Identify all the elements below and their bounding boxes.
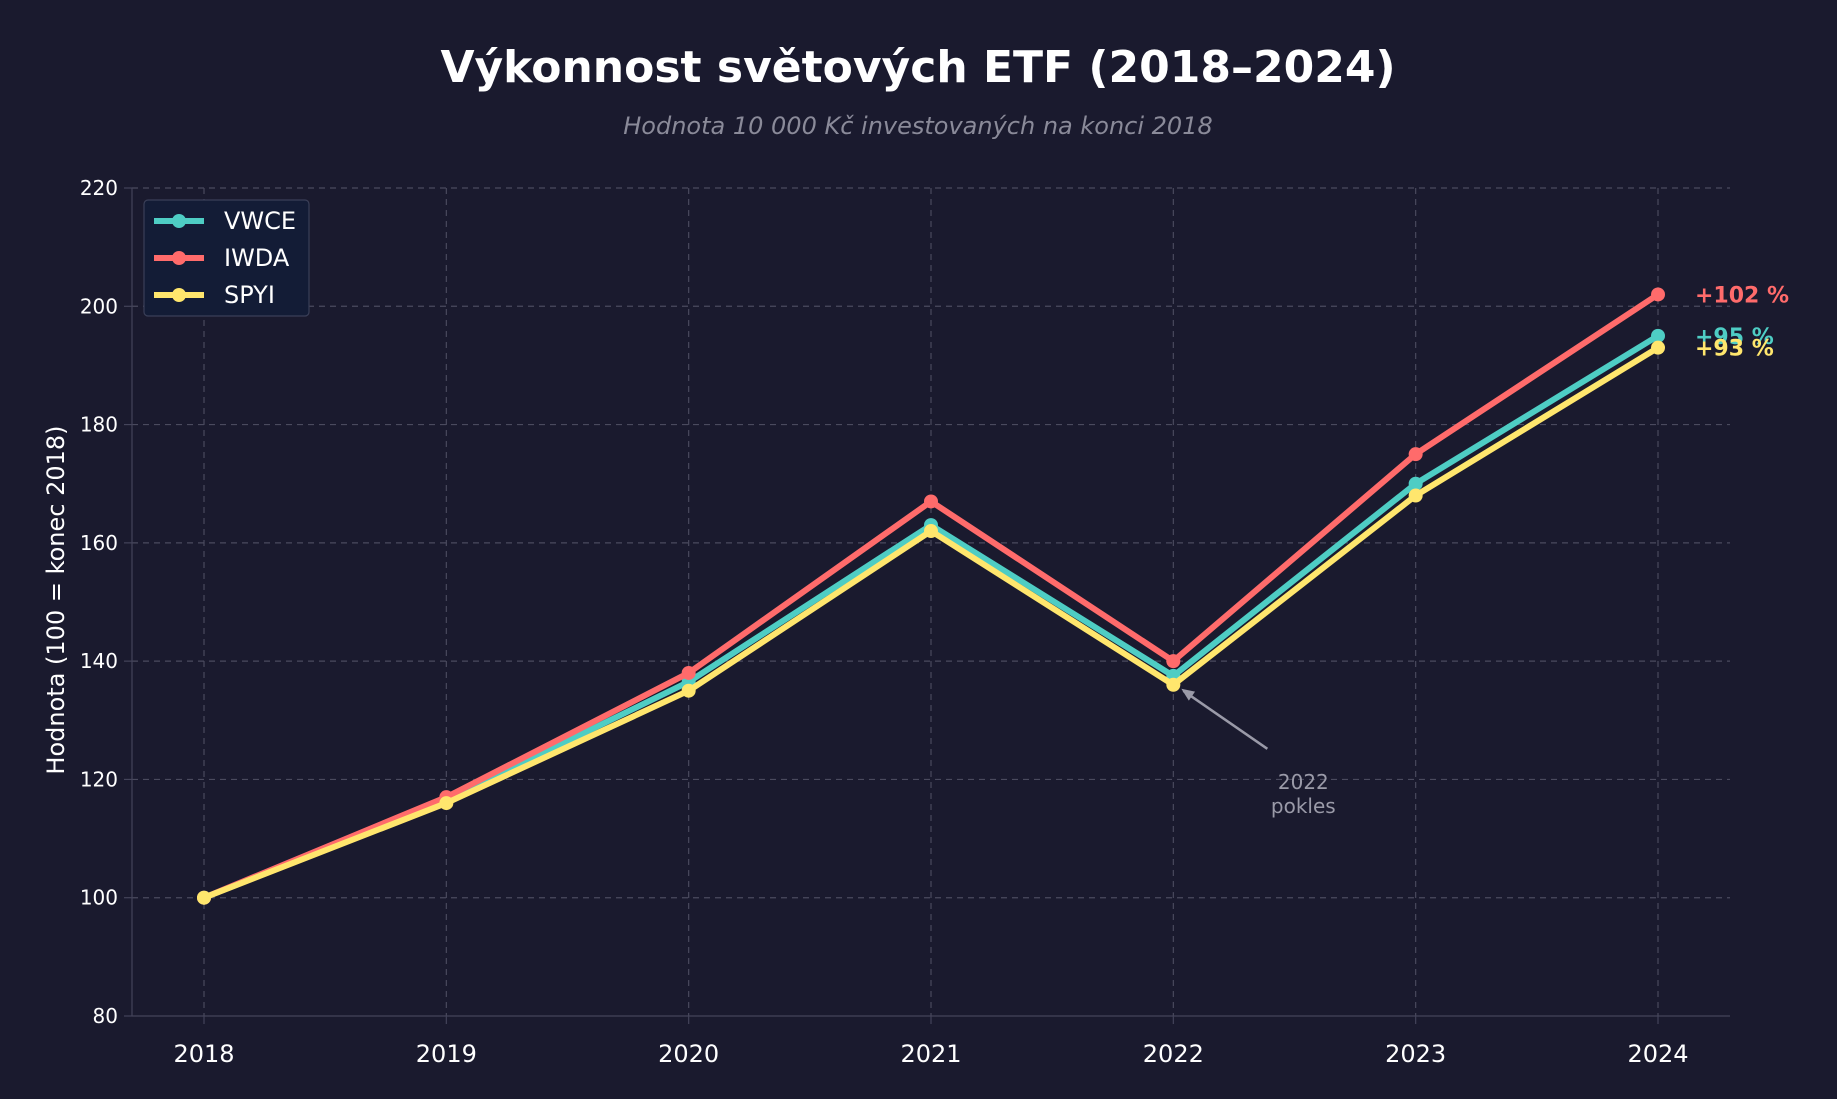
data-point-iwda [924, 494, 938, 509]
data-point-iwda [681, 665, 696, 680]
data-point-spyi [197, 890, 211, 905]
data-point-spyi [1166, 677, 1181, 692]
data-point-vwce [1651, 328, 1665, 343]
annotation-text-line1: 2022 [1278, 770, 1329, 794]
legend-label-iwda: IWDA [224, 244, 290, 272]
y-tick-label: 80 [93, 1004, 118, 1028]
y-tick-label: 180 [80, 413, 118, 437]
data-point-spyi [924, 524, 938, 539]
annotation-arrow-head [1181, 688, 1196, 701]
y-tick-label: 140 [80, 649, 118, 673]
grid-layer [132, 187, 1730, 1016]
data-point-spyi [439, 796, 454, 811]
legend-box [143, 199, 310, 317]
data-point-iwda [1408, 447, 1423, 462]
end-label-spyi: +93 % [1695, 337, 1774, 362]
data-point-spyi [681, 683, 696, 698]
legend-label-vwce: VWCE [224, 207, 296, 235]
data-point-spyi [1408, 488, 1423, 503]
y-tick-label: 220 [80, 176, 118, 200]
legend-marker-spyi [172, 288, 186, 302]
y-axis-label: Hodnota (100 = konec 2018) [42, 425, 70, 774]
y-tick-label: 200 [80, 294, 118, 318]
data-point-iwda [1166, 654, 1181, 669]
x-tick-label: 2022 [1143, 1040, 1204, 1068]
x-tick-label: 2019 [416, 1040, 477, 1068]
legend-label-spyi: SPYI [224, 281, 275, 309]
x-tick-label: 2023 [1385, 1040, 1446, 1068]
data-point-vwce [1408, 476, 1423, 491]
y-tick-label: 120 [80, 767, 118, 791]
x-tick-label: 2020 [658, 1040, 719, 1068]
annotation-arrow-line [1182, 689, 1269, 750]
legend-marker-iwda [172, 251, 186, 265]
legend-marker-vwce [172, 214, 186, 228]
data-point-spyi [1651, 340, 1665, 355]
end-label-iwda: +102 % [1695, 283, 1789, 308]
annotation-text-line2: pokles [1271, 794, 1336, 818]
chart-subtitle: Hodnota 10 000 Kč investovaných na konci… [623, 112, 1213, 140]
chart-title: Výkonnost světových ETF (2018–2024) [440, 42, 1395, 93]
series-layer [197, 287, 1665, 905]
x-tick-label: 2018 [173, 1040, 234, 1068]
axes-layer: 80 100 120 140 160 180 200 220 2018 2019 2020 2021 2… [80, 176, 1730, 1068]
x-tick-label: 2024 [1627, 1040, 1688, 1068]
y-tick-label: 100 [80, 886, 118, 910]
y-tick-label: 160 [80, 531, 118, 555]
end-label-vwce: +95 % [1695, 325, 1774, 350]
x-tick-label: 2021 [900, 1040, 961, 1068]
data-point-iwda [1651, 287, 1665, 302]
end-labels-layer: +95 % +102 % +93 % [1695, 283, 1789, 361]
legend: VWCE IWDA SPYI [143, 199, 310, 317]
